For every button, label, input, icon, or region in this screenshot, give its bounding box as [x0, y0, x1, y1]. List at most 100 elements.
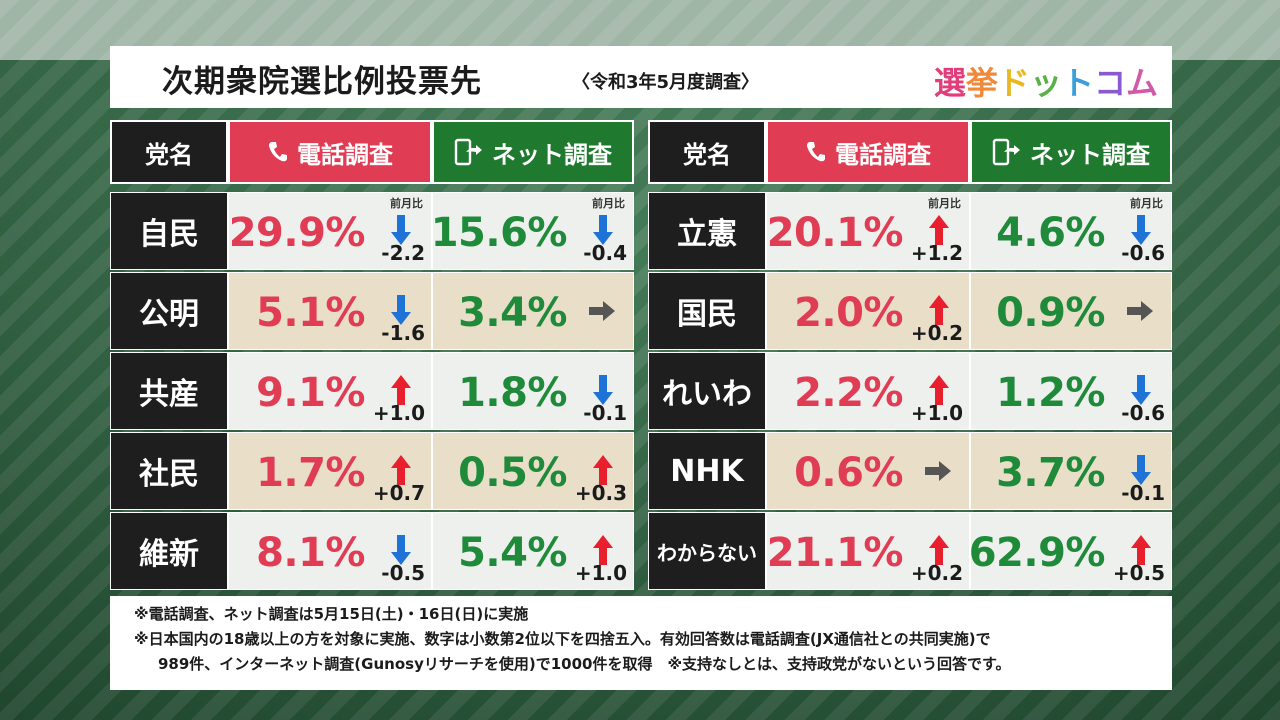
- logo-char: ッ: [1029, 64, 1062, 102]
- net-delta: -0.4: [583, 241, 627, 265]
- phone-percent: 29.9%: [228, 210, 366, 256]
- prev-month-label: 前月比: [1130, 197, 1163, 210]
- arrow-up-icon: [929, 215, 949, 245]
- logo-char: 挙: [965, 64, 998, 102]
- phone-cell: 0.6%: [766, 432, 970, 510]
- phone-delta: +1.2: [910, 241, 963, 265]
- phone-column-header: 電話調査: [228, 120, 432, 184]
- arrow-down-icon: [593, 215, 613, 245]
- net-percent: 3.4%: [458, 290, 567, 336]
- phone-delta: -2.2: [381, 241, 425, 265]
- phone-icon: [269, 142, 287, 162]
- party-name: 国民: [648, 272, 766, 350]
- arrow-right-icon: [1127, 301, 1153, 321]
- phone-percent: 5.1%: [256, 290, 365, 336]
- phone-percent: 9.1%: [256, 370, 365, 416]
- prev-month-label: 前月比: [928, 197, 961, 210]
- party-name: 立憲: [648, 192, 766, 270]
- phone-icon: [807, 142, 825, 162]
- net-cell: 0.9%: [970, 272, 1172, 350]
- header-bar: 次期衆院選比例投票先 〈令和3年5月度調査〉 選挙ドットコム: [110, 46, 1172, 108]
- phone-header-label: 電話調査: [835, 140, 931, 169]
- logo-char: コ: [1093, 64, 1126, 102]
- party-name: 維新: [110, 512, 228, 590]
- net-percent: 1.2%: [996, 370, 1105, 416]
- table-row: れいわ 2.2% +1.0 1.2% -0.6: [648, 352, 1172, 430]
- phone-percent: 21.1%: [766, 530, 904, 576]
- phone-cell: 9.1% +1.0: [228, 352, 432, 430]
- net-percent: 5.4%: [458, 530, 567, 576]
- party-name: 社民: [110, 432, 228, 510]
- net-delta: -0.1: [583, 401, 627, 425]
- arrow-down-icon: [391, 215, 411, 245]
- table-row: 社民 1.7% +0.7 0.5% +0.3: [110, 432, 634, 510]
- footnote-3: 989件、インターネット調査(Gunosyリサーチを使用)で1000件を取得 ※…: [158, 655, 1011, 673]
- net-delta: +1.0: [574, 561, 627, 585]
- net-delta: -0.6: [1121, 241, 1165, 265]
- phone-delta: -1.6: [381, 321, 425, 345]
- logo-char: ム: [1125, 64, 1158, 102]
- party-name: NHK: [648, 432, 766, 510]
- party-name: れいわ: [648, 352, 766, 430]
- net-cell: 15.6% 前月比 -0.4: [430, 192, 634, 270]
- net-cell: 0.5% +0.3: [432, 432, 634, 510]
- table-row: NHK 0.6% 3.7% -0.1: [648, 432, 1172, 510]
- phone-cell: 21.1% +0.2: [766, 512, 970, 590]
- net-header-label: ネット調査: [1030, 140, 1150, 169]
- smartphone-icon: [992, 138, 1020, 166]
- net-delta: +0.3: [574, 481, 627, 505]
- party-name: 共産: [110, 352, 228, 430]
- arrow-down-icon: [391, 295, 411, 325]
- phone-cell: 20.1% 前月比 +1.2: [766, 192, 970, 270]
- table-header: 党名 電話調査 ネット調査: [648, 120, 1172, 184]
- net-header-label: ネット調査: [492, 140, 612, 169]
- net-cell: 3.4%: [432, 272, 634, 350]
- phone-percent: 8.1%: [256, 530, 365, 576]
- arrow-up-icon: [929, 375, 949, 405]
- net-percent: 0.5%: [458, 450, 567, 496]
- arrow-right-icon: [925, 461, 951, 481]
- net-column-header: ネット調査: [432, 120, 634, 184]
- party-header-label: 党名: [145, 140, 193, 169]
- party-name: わからない: [648, 512, 766, 590]
- table-row: 共産 9.1% +1.0 1.8% -0.1: [110, 352, 634, 430]
- party-column-header: 党名: [110, 120, 228, 184]
- footnote-2: ※日本国内の18歳以上の方を対象に実施、数字は小数第2位以下を四捨五入。有効回答…: [134, 630, 991, 648]
- table-row: 立憲 20.1% 前月比 +1.2 4.6% 前月比 -0.6: [648, 192, 1172, 270]
- net-cell: 3.7% -0.1: [970, 432, 1172, 510]
- net-percent: 3.7%: [996, 450, 1105, 496]
- phone-cell: 2.2% +1.0: [766, 352, 970, 430]
- phone-header-label: 電話調査: [297, 140, 393, 169]
- party-header-label: 党名: [683, 140, 731, 169]
- arrow-up-icon: [929, 535, 949, 565]
- arrow-down-icon: [1131, 455, 1151, 485]
- prev-month-label: 前月比: [390, 197, 423, 210]
- page-title: 次期衆院選比例投票先: [162, 64, 482, 100]
- prev-month-label: 前月比: [592, 197, 625, 210]
- phone-delta: +0.2: [910, 561, 963, 585]
- arrow-up-icon: [391, 375, 411, 405]
- net-percent: 15.6%: [430, 210, 568, 256]
- page-subtitle: 〈令和3年5月度調査〉: [572, 72, 760, 93]
- table-header: 党名 電話調査 ネット調査: [110, 120, 634, 184]
- arrow-down-icon: [391, 535, 411, 565]
- net-cell: 1.2% -0.6: [970, 352, 1172, 430]
- logo-char: 選: [933, 64, 966, 102]
- table-row: 国民 2.0% +0.2 0.9%: [648, 272, 1172, 350]
- arrow-up-icon: [593, 455, 613, 485]
- party-name: 公明: [110, 272, 228, 350]
- phone-column-header: 電話調査: [766, 120, 970, 184]
- logo-char: ト: [1061, 64, 1094, 102]
- arrow-up-icon: [593, 535, 613, 565]
- phone-cell: 29.9% 前月比 -2.2: [228, 192, 432, 270]
- phone-percent: 0.6%: [794, 450, 903, 496]
- net-percent: 1.8%: [458, 370, 567, 416]
- logo-char: ド: [997, 64, 1030, 102]
- arrow-down-icon: [1131, 375, 1151, 405]
- arrow-up-icon: [1131, 535, 1151, 565]
- table-row: 自民 29.9% 前月比 -2.2 15.6% 前月比 -0.4: [110, 192, 634, 270]
- table-row: 維新 8.1% -0.5 5.4% +1.0: [110, 512, 634, 590]
- arrow-up-icon: [391, 455, 411, 485]
- phone-cell: 1.7% +0.7: [228, 432, 432, 510]
- arrow-down-icon: [593, 375, 613, 405]
